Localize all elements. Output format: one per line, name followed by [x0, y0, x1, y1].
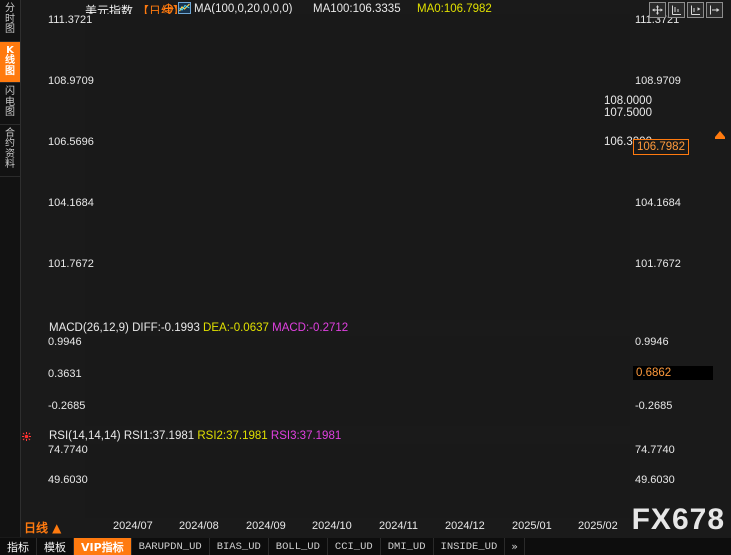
- sidebar-item-lightning[interactable]: 闪电图: [0, 83, 20, 125]
- sidebar-item-contract-char-0: 合: [5, 127, 15, 139]
- rsi-plot-background: [85, 444, 630, 518]
- sidebar-item-contract[interactable]: 合约资料: [0, 125, 20, 177]
- price-axis-left-3: 104.1684: [48, 197, 94, 209]
- macd-axis-left-1: 0.3631: [48, 368, 82, 380]
- sidebar-item-kline-char-0: K: [6, 44, 14, 56]
- price-axis-left-0: 111.3721: [48, 14, 93, 26]
- bottom-dmi-button[interactable]: DMI_UD: [381, 538, 434, 555]
- macd-value-label: MACD:-0.2712: [272, 322, 349, 334]
- rsi-title: RSI(14,14,14): [49, 430, 121, 442]
- price-axis-left-2: 106.5696: [48, 136, 94, 148]
- crosshair-icon[interactable]: [163, 3, 174, 14]
- sidebar-item-lightning-char-0: 闪: [5, 86, 15, 97]
- current-price-tag[interactable]: 106.7982: [633, 139, 689, 155]
- rsi-plot-area[interactable]: [85, 444, 630, 518]
- rsi-axis-right-0: 74.7740: [635, 444, 675, 456]
- x-tick-2: 2024/09: [246, 520, 286, 532]
- macd-axis-right-0: 0.9946: [635, 336, 669, 348]
- x-tick-6: 2025/01: [512, 520, 552, 532]
- period-badge[interactable]: 日线 ▲: [24, 521, 62, 535]
- rsi-panel: RSI(14,14,14) RSI1:37.1981 RSI2:37.1981 …: [20, 430, 731, 518]
- x-tick-7: 2025/02: [578, 520, 618, 532]
- rsi-axis-left-0: 74.7740: [48, 444, 88, 456]
- rsi-axis-left-1: 49.6030: [48, 474, 88, 486]
- macd-dea-label: DEA:-0.0637: [203, 322, 269, 334]
- x-axis: 2024/07 2024/08 2024/09 2024/10 2024/11 …: [20, 518, 731, 538]
- sidebar-item-contract-char-2: 资: [5, 148, 15, 160]
- macd-panel: MACD(26,12,9) DIFF:-0.1993 DEA:-0.0637 M…: [20, 322, 731, 426]
- sidebar-item-kline-char-2: 图: [5, 65, 15, 77]
- scale-left-icon[interactable]: [668, 2, 685, 18]
- level-label-1075: 107.5000: [604, 107, 652, 120]
- sidebar-item-lightning-char-1: 电: [5, 96, 15, 108]
- expand-right-icon[interactable]: [706, 2, 723, 18]
- current-price-marker-icon: [714, 131, 726, 140]
- macd-axis-right-1: -0.2685: [635, 400, 673, 412]
- bottom-toolbar: 指标 模板 VIP指标 BARUPDN_UD BIAS_UD BOLL_UD CCI_UD D…: [0, 538, 731, 555]
- macd-diff-label: DIFF:-0.1993: [132, 322, 200, 334]
- rsi1-label: RSI1:37.1981: [123, 430, 195, 442]
- x-tick-3: 2024/10: [312, 520, 352, 532]
- sidebar-item-contract-char-3: 料: [5, 159, 15, 170]
- sidebar-item-lightning-char-2: 图: [5, 107, 15, 118]
- price-axis-left-4: 101.7672: [48, 258, 94, 270]
- sidebar-item-contract-char-1: 约: [5, 138, 15, 149]
- price-axis-right-3: 104.1684: [635, 197, 681, 209]
- bottom-indicator-button[interactable]: 指标: [0, 538, 37, 555]
- macd-plot-area[interactable]: [85, 336, 630, 426]
- scale-right-icon[interactable]: [687, 2, 704, 18]
- macd-axis-left-0: 0.9946: [48, 336, 82, 348]
- rsi3-label: RSI3:37.1981: [270, 430, 342, 442]
- macd-plot-background: [85, 336, 630, 426]
- ma0-value-label: MA0:106.7982: [417, 3, 492, 15]
- price-axis-right-4: 101.7672: [635, 258, 681, 270]
- sidebar-item-timeshare-char-0: 分: [5, 3, 15, 14]
- sidebar-item-timeshare-char-1: 时: [5, 13, 15, 25]
- bottom-template-button[interactable]: 模板: [37, 538, 74, 555]
- chart-toolbar: [649, 2, 723, 18]
- alert-dot-icon: [22, 432, 31, 441]
- price-axis-right-1: 108.9709: [635, 75, 681, 87]
- x-tick-5: 2024/12: [445, 520, 485, 532]
- rsi-axis-right-1: 49.6030: [635, 474, 675, 486]
- macd-value-tag[interactable]: 0.6862: [633, 366, 713, 380]
- ma-params-label: MA(100,0,20,0,0,0): [194, 3, 293, 15]
- price-panel: 106.1321110.1699100.1514106.5598 108.000…: [20, 14, 731, 320]
- level-label-108: 108.0000: [604, 94, 652, 107]
- x-tick-0: 2024/07: [113, 520, 153, 532]
- bottom-boll-button[interactable]: BOLL_UD: [269, 538, 328, 555]
- price-plot-area[interactable]: 106.1321110.1699100.1514106.5598 108.000…: [85, 14, 652, 320]
- bottom-more-button[interactable]: »: [505, 538, 525, 555]
- bottom-vip-indicator-button[interactable]: VIP指标: [74, 538, 132, 555]
- macd-axis-left-2: -0.2685: [48, 400, 86, 412]
- x-tick-4: 2024/11: [379, 520, 418, 532]
- ma100-value-label: MA100:106.3335: [313, 3, 401, 15]
- chart-stage: 美元指数 【日线】 MA(100,0,20,0,0,0) MA100:106.3…: [20, 0, 731, 537]
- sidebar-item-timeshare[interactable]: 分时图: [0, 0, 20, 42]
- sidebar-item-timeshare-char-2: 图: [5, 24, 15, 35]
- watermark: FX678: [631, 503, 725, 536]
- rsi2-label: RSI2:37.1981: [197, 430, 268, 442]
- bottom-cci-button[interactable]: CCI_UD: [328, 538, 381, 555]
- bottom-inside-button[interactable]: INSIDE_UD: [434, 538, 506, 555]
- bottom-toolbar-filler: [525, 538, 731, 555]
- bottom-barupdn-button[interactable]: BARUPDN_UD: [132, 538, 210, 555]
- x-tick-1: 2024/08: [179, 520, 219, 532]
- price-plot-background: [85, 14, 630, 320]
- price-axis-left-1: 108.9709: [48, 75, 94, 87]
- bottom-bias-button[interactable]: BIAS_UD: [210, 538, 269, 555]
- move-crosshair-icon[interactable]: [649, 2, 666, 18]
- sidebar-item-kline-char-1: 线: [5, 55, 15, 66]
- macd-title: MACD(26,12,9): [49, 322, 129, 334]
- line-chart-icon[interactable]: [178, 2, 191, 14]
